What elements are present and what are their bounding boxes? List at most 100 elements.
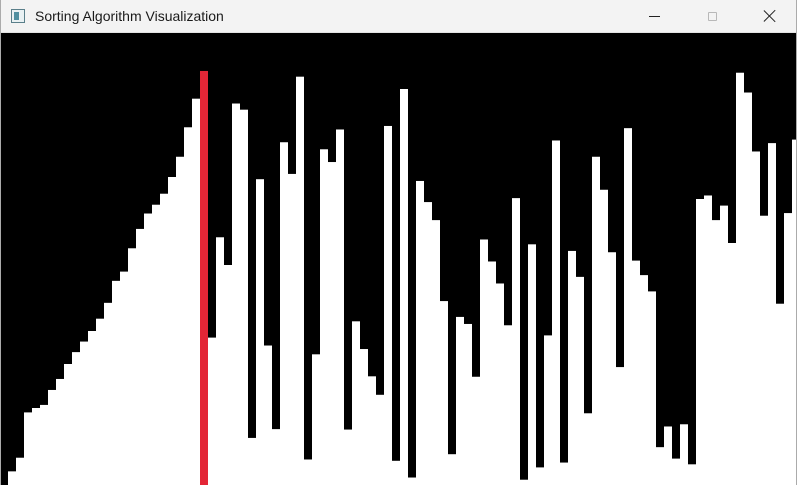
- bar: [40, 404, 48, 485]
- bar: [696, 199, 704, 485]
- bar: [184, 127, 192, 485]
- bar: [624, 128, 632, 485]
- bar: [48, 389, 56, 485]
- bar-chart: [1, 33, 796, 485]
- bar: [568, 250, 576, 485]
- bar: [672, 458, 680, 485]
- bar: [160, 193, 168, 485]
- window-title: Sorting Algorithm Visualization: [35, 8, 224, 24]
- bar: [744, 92, 752, 485]
- bar: [368, 376, 376, 485]
- bar: [208, 337, 216, 485]
- bar: [536, 467, 544, 485]
- bar: [112, 280, 120, 485]
- bar: [296, 76, 304, 485]
- bar: [320, 149, 328, 485]
- bar: [96, 318, 104, 485]
- bar: [448, 454, 456, 485]
- bar: [760, 215, 768, 485]
- bar: [32, 408, 40, 485]
- bar: [432, 220, 440, 485]
- bar: [256, 179, 264, 485]
- bar: [360, 349, 368, 485]
- bar: [424, 202, 432, 485]
- bar: [784, 213, 792, 485]
- bar: [264, 345, 272, 485]
- bar: [576, 276, 584, 485]
- bar: [616, 367, 624, 485]
- bar: [408, 477, 416, 485]
- bar: [736, 72, 744, 485]
- bar: [352, 321, 360, 485]
- bar: [104, 302, 112, 485]
- bar: [224, 265, 232, 485]
- bar: [216, 237, 224, 485]
- bar: [80, 341, 88, 485]
- bar: [64, 364, 72, 485]
- bar: [728, 243, 736, 485]
- active-bar: [200, 70, 208, 485]
- bar: [768, 143, 776, 485]
- bar: [280, 142, 288, 485]
- bar: [520, 479, 528, 485]
- bar: [344, 429, 352, 485]
- bar: [560, 462, 568, 485]
- bar: [312, 354, 320, 485]
- bar: [400, 89, 408, 485]
- bar: [16, 457, 24, 485]
- visualization-canvas: [1, 33, 796, 485]
- bar: [384, 125, 392, 485]
- bar: [472, 376, 480, 485]
- bar: [664, 426, 672, 485]
- minimize-button[interactable]: [631, 0, 677, 32]
- bar: [392, 460, 400, 485]
- app-window-icon: [11, 9, 25, 23]
- bar: [120, 271, 128, 485]
- bar: [592, 156, 600, 485]
- bar: [656, 447, 664, 485]
- bar: [680, 424, 688, 485]
- bar: [288, 173, 296, 485]
- bar: [720, 205, 728, 485]
- bar: [512, 198, 520, 485]
- bar: [24, 412, 32, 485]
- bar: [584, 413, 592, 485]
- bar: [464, 323, 472, 485]
- minimize-icon: [648, 15, 660, 17]
- bar: [328, 162, 336, 485]
- bar: [168, 177, 176, 485]
- bar: [88, 331, 96, 485]
- bar: [336, 129, 344, 485]
- bar: [704, 195, 712, 485]
- bar: [608, 252, 616, 485]
- bar: [8, 471, 16, 485]
- bar: [176, 156, 184, 485]
- bar: [552, 140, 560, 485]
- maximize-button[interactable]: [689, 0, 735, 32]
- bar: [272, 429, 280, 485]
- bar: [144, 213, 152, 485]
- bar: [712, 220, 720, 485]
- bar: [648, 291, 656, 485]
- bar: [496, 283, 504, 485]
- bar: [56, 378, 64, 485]
- bar: [136, 228, 144, 485]
- bar: [776, 303, 784, 485]
- bar: [600, 189, 608, 485]
- bar: [632, 260, 640, 485]
- bar: [544, 335, 552, 485]
- bar: [488, 261, 496, 485]
- bar: [640, 275, 648, 485]
- close-button[interactable]: [747, 0, 793, 32]
- bar: [376, 394, 384, 485]
- bar: [72, 352, 80, 485]
- bar: [240, 109, 248, 485]
- bar: [192, 98, 200, 485]
- close-icon: [763, 9, 777, 23]
- title-bar[interactable]: Sorting Algorithm Visualization: [1, 0, 796, 33]
- bar: [248, 437, 256, 485]
- bar: [792, 139, 796, 485]
- maximize-icon: [707, 11, 717, 21]
- bar: [232, 103, 240, 485]
